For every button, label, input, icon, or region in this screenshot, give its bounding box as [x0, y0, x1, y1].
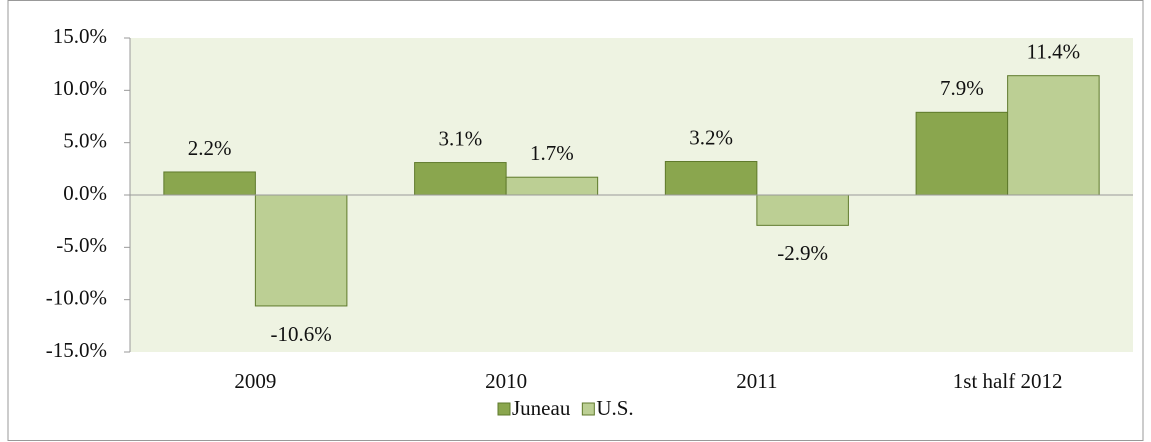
data-label: -2.9% — [777, 241, 828, 265]
x-tick-label: 2009 — [234, 369, 276, 393]
y-tick-label: 0.0% — [63, 181, 107, 205]
x-tick-label: 1st half 2012 — [953, 369, 1063, 393]
bar — [414, 162, 507, 196]
bar — [163, 171, 256, 196]
data-label: -10.6% — [271, 322, 332, 346]
y-tick-label: 10.0% — [53, 76, 107, 100]
data-label: 1.7% — [530, 141, 574, 165]
y-tick-label: 15.0% — [53, 24, 107, 48]
y-tick-label: -15.0% — [46, 338, 107, 362]
legend-label: Juneau — [512, 396, 571, 420]
bar — [756, 194, 849, 226]
data-label: 3.2% — [689, 125, 733, 149]
y-tick-label: 5.0% — [63, 128, 107, 152]
x-tick-label: 2011 — [736, 369, 777, 393]
bar — [915, 111, 1009, 196]
y-tick-label: -5.0% — [56, 233, 107, 257]
data-label: 7.9% — [940, 76, 984, 100]
x-tick-label: 2010 — [485, 369, 527, 393]
legend-swatch — [497, 402, 511, 416]
bar — [664, 161, 758, 196]
bar — [1007, 75, 1100, 196]
y-tick-label: -10.0% — [46, 285, 107, 309]
legend-label: U.S. — [596, 396, 633, 420]
bar — [505, 176, 599, 196]
legend-swatch — [581, 402, 595, 416]
data-label: 11.4% — [1027, 39, 1080, 63]
bar — [254, 194, 348, 307]
data-label: 3.1% — [438, 126, 482, 150]
data-label: 2.2% — [188, 136, 232, 160]
